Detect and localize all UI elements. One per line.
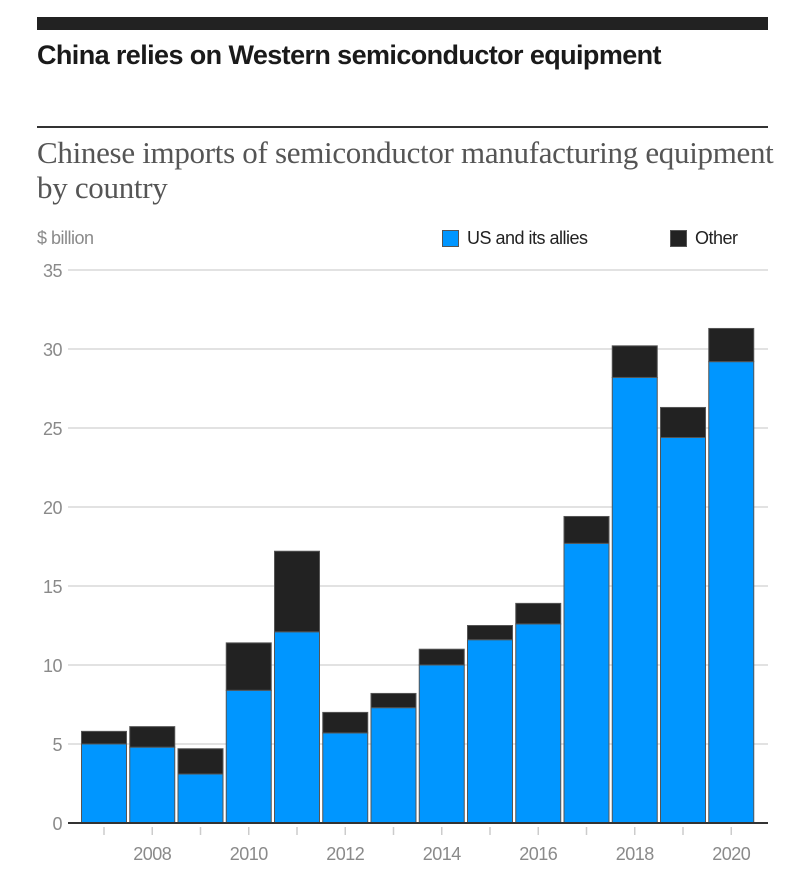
bar-other-2008 [129,726,176,748]
bar-other-2011 [274,550,320,633]
legend-label-other: Other [695,228,738,248]
bar-us-allies-2013 [370,707,417,824]
x-tick-label: 2012 [326,844,365,864]
y-axis-label: $ billion [37,228,94,248]
chart-title: China relies on Western semiconductor eq… [37,40,662,70]
bar-other-2014 [418,648,465,666]
legend-item-other: Other [670,228,738,249]
x-tick-label: 2018 [616,844,655,864]
y-tick-label: 10 [43,656,63,676]
bar-other-2019 [660,406,706,438]
legend-label-us-allies: US and its allies [467,228,588,248]
bar-other-2015 [467,625,513,641]
bar-us-allies-2012 [322,732,369,824]
x-tick-label: 2016 [519,844,558,864]
legend-swatch-us-allies [442,230,459,247]
bar-us-allies-2014 [418,664,465,824]
y-tick-label: 15 [43,577,63,597]
bar-us-allies-2020 [708,361,755,824]
x-tick-label: 2014 [423,844,462,864]
bar-other-2017 [563,515,610,544]
y-tick-label: 35 [43,261,63,281]
bar-other-2020 [708,327,755,363]
chart-subtitle: Chinese imports of semiconductor manufac… [37,135,774,205]
bar-us-allies-2010 [225,689,272,824]
bar-other-2012 [322,711,369,734]
bar-us-allies-2008 [129,746,176,824]
x-tick-label: 2020 [712,844,751,864]
y-tick-label: 5 [52,735,62,755]
bar-us-allies-2015 [467,639,513,824]
y-tick-label: 30 [43,340,63,360]
bar-us-allies-2017 [563,542,610,824]
legend-swatch-other [670,230,687,247]
bar-us-allies-2016 [515,623,562,824]
bar-other-2013 [370,692,417,709]
title-divider [37,126,768,128]
y-tick-label: 0 [52,814,62,834]
legend-item-us-allies: US and its allies [442,228,588,249]
bar-other-2007 [81,730,127,745]
bar-us-allies-2007 [81,743,127,824]
header-top-bar [37,17,768,30]
bar-us-allies-2019 [660,436,706,824]
bar-us-allies-2009 [177,773,224,824]
y-tick-label: 25 [43,419,63,439]
x-tick-label: 2010 [230,844,269,864]
bar-other-2016 [515,602,562,625]
bar-other-2010 [225,642,272,691]
bar-other-2009 [177,748,224,775]
x-tick-label: 2008 [133,844,172,864]
bar-us-allies-2018 [611,376,658,824]
bar-us-allies-2011 [274,631,320,824]
y-tick-label: 20 [43,498,63,518]
bar-other-2018 [611,345,658,378]
